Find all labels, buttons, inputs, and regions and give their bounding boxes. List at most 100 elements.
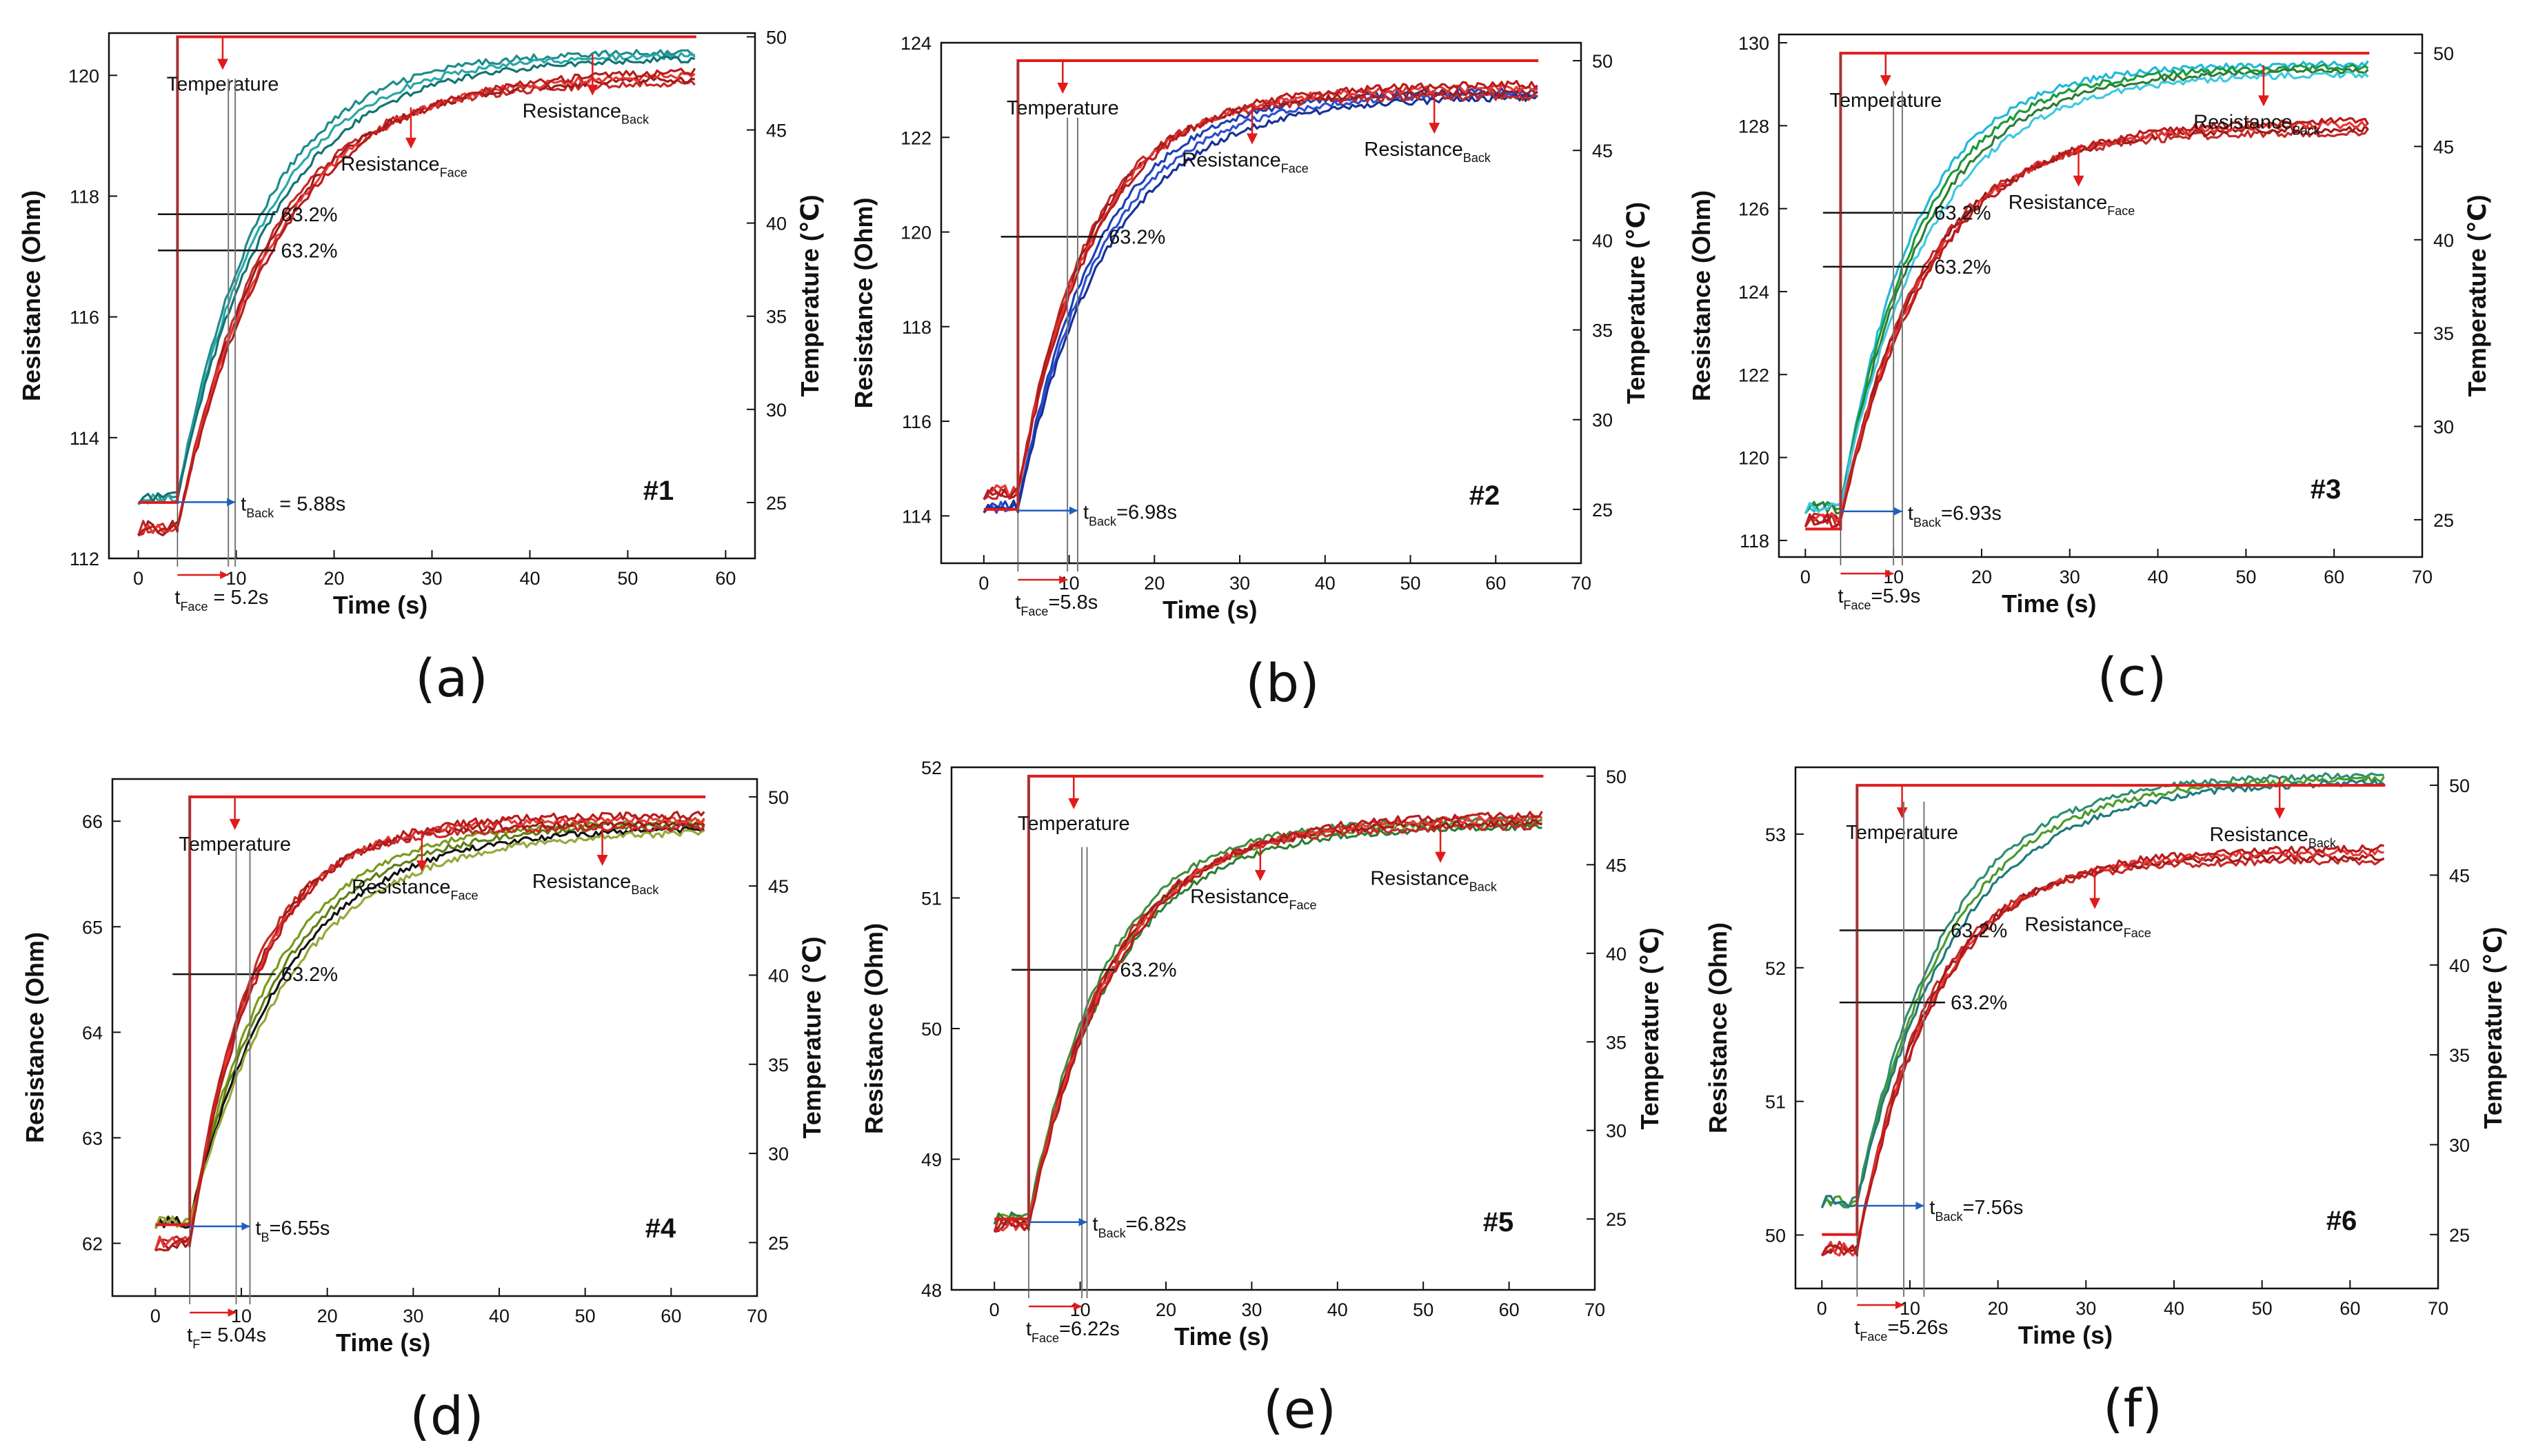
y-tick-label: 52 xyxy=(921,758,942,778)
pct-label: 63.2% xyxy=(1951,992,2007,1014)
t-back-sub: Back xyxy=(1098,1226,1127,1240)
x-tick-label: 0 xyxy=(978,573,989,594)
face-label-sub: Face xyxy=(440,166,467,180)
pct-label: 63.2% xyxy=(281,964,338,986)
face-label-main: Resistance xyxy=(341,154,439,176)
t-face-main: t xyxy=(1854,1317,1860,1339)
x-tick-label: 10 xyxy=(1900,1298,1920,1319)
x-tick-label: 40 xyxy=(489,1306,510,1326)
t-back-sub: B xyxy=(261,1231,270,1244)
y-tick-label: 52 xyxy=(1765,958,1786,979)
face-label-sub: Face xyxy=(451,889,479,902)
y-tick-label: 48 xyxy=(921,1280,942,1301)
x-tick-label: 60 xyxy=(2324,567,2344,587)
x-tick-label: 0 xyxy=(1800,567,1811,587)
y2-tick-label: 45 xyxy=(766,121,787,141)
back-resistance-line xyxy=(1804,70,2369,514)
y-tick-label: 53 xyxy=(1765,825,1786,845)
back-label-sub: Back xyxy=(2308,836,2337,850)
t-face-label: tFace = 5.2s xyxy=(174,587,268,614)
face-label-main: Resistance xyxy=(2024,914,2123,936)
t-back-arrowhead xyxy=(1915,1202,1924,1210)
t-face-value: =5.26s xyxy=(1887,1317,1948,1339)
face-resistance-line xyxy=(994,811,1543,1233)
t-face-arrowhead xyxy=(1895,1301,1904,1309)
y2-tick-label: 35 xyxy=(2449,1045,2470,1066)
t-face-value: =5.8s xyxy=(1048,592,1098,614)
x-tick-label: 20 xyxy=(1156,1300,1176,1320)
y-tick-label: 120 xyxy=(900,223,932,243)
plot-frame xyxy=(1778,33,2424,558)
t-face-value: =5.9s xyxy=(1871,585,1921,607)
t-face-value: = 5.2s xyxy=(208,587,268,609)
y2-axis-title: Temperature (℃) xyxy=(2463,195,2491,397)
x-tick-label: 70 xyxy=(1584,1300,1605,1320)
y-tick-label: 65 xyxy=(82,917,103,938)
y-tick-label: 51 xyxy=(921,889,942,909)
y2-tick-label: 40 xyxy=(1606,944,1627,964)
y2-tick-label: 25 xyxy=(766,493,787,514)
x-tick-label: 30 xyxy=(2060,567,2080,587)
face-resistance-line xyxy=(138,75,696,537)
t-back-main: t xyxy=(1083,502,1089,524)
x-axis-title: Time (s) xyxy=(2018,1321,2113,1349)
face-label: ResistanceFace xyxy=(1190,886,1317,912)
y-tick-label: 64 xyxy=(82,1022,103,1043)
t-back-value: =6.93s xyxy=(1941,503,2002,525)
y2-tick-label: 50 xyxy=(768,787,789,808)
t-face-arrowhead xyxy=(1059,576,1068,584)
panel-label: (b) xyxy=(1245,652,1320,714)
y2-tick-label: 45 xyxy=(1606,855,1627,876)
face-arrow-head xyxy=(2073,175,2084,187)
x-tick-label: 40 xyxy=(2164,1298,2184,1319)
t-back-value: =6.98s xyxy=(1116,502,1177,524)
t-face-main: t xyxy=(1026,1318,1031,1340)
y2-tick-label: 25 xyxy=(2433,510,2454,531)
x-axis-title: Time (s) xyxy=(1174,1322,1269,1351)
y-axis-title: Resistance (Ohm) xyxy=(1687,190,1715,401)
y2-tick-label: 25 xyxy=(2449,1225,2470,1246)
y2-tick-label: 35 xyxy=(766,307,787,327)
face-label-sub: Face xyxy=(2107,204,2135,218)
plot-frame xyxy=(940,41,1582,565)
face-arrow-head xyxy=(1247,133,1258,145)
y2-axis-title: Temperature (℃) xyxy=(1622,202,1650,404)
t-face-sub: Face xyxy=(1860,1330,1887,1344)
temperature-label: Temperature xyxy=(179,833,291,856)
pct-label: 63.2% xyxy=(1120,960,1176,982)
y-tick-label: 130 xyxy=(1738,33,1769,54)
x-tick-label: 50 xyxy=(2252,1298,2273,1319)
face-label: ResistanceFace xyxy=(1182,150,1309,176)
back-label-main: Resistance xyxy=(1370,868,1469,890)
y-axis-title: Resistance (Ohm) xyxy=(849,197,878,408)
t-back-label: tBack=6.98s xyxy=(1083,502,1177,529)
t-back-label: tBack=7.56s xyxy=(1929,1197,2023,1224)
t-back-arrowhead xyxy=(241,1222,250,1231)
panel-3: 0 10 20 30 40 50 60 701181201221241261281302530… xyxy=(1687,33,2491,707)
y2-tick-label: 30 xyxy=(1592,410,1613,431)
face-resistance-line xyxy=(137,71,696,537)
y2-tick-label: 45 xyxy=(768,876,789,897)
x-axis-title: Time (s) xyxy=(333,591,427,619)
x-tick-label: 60 xyxy=(661,1306,681,1326)
face-label: ResistanceFace xyxy=(2024,914,2151,940)
x-axis-title: Time (s) xyxy=(336,1328,430,1357)
back-resistance-line xyxy=(154,826,705,1229)
x-axis-title: Time (s) xyxy=(1163,596,1257,624)
t-face-sub: Face xyxy=(1020,605,1048,618)
y2-tick-label: 35 xyxy=(2433,323,2454,344)
sample-number: #4 xyxy=(645,1213,676,1244)
back-resistance-line xyxy=(137,52,696,505)
y2-axis-title: Temperature (℃) xyxy=(2479,927,2507,1129)
y-axis-title: Resistance (Ohm) xyxy=(860,923,888,1134)
face-resistance-line xyxy=(1820,848,2384,1257)
x-tick-label: 20 xyxy=(317,1306,338,1326)
x-tick-label: 0 xyxy=(989,1300,1000,1320)
y2-tick-label: 30 xyxy=(766,400,787,421)
t-back-main: t xyxy=(1929,1197,1935,1219)
t-back-sub: Back xyxy=(246,506,274,520)
t-face-value: = 5.04s xyxy=(200,1324,266,1346)
face-label-main: Resistance xyxy=(2009,192,2107,214)
pct-label: 63.2% xyxy=(1109,226,1165,248)
temperature-label: Temperature xyxy=(1846,822,1958,844)
